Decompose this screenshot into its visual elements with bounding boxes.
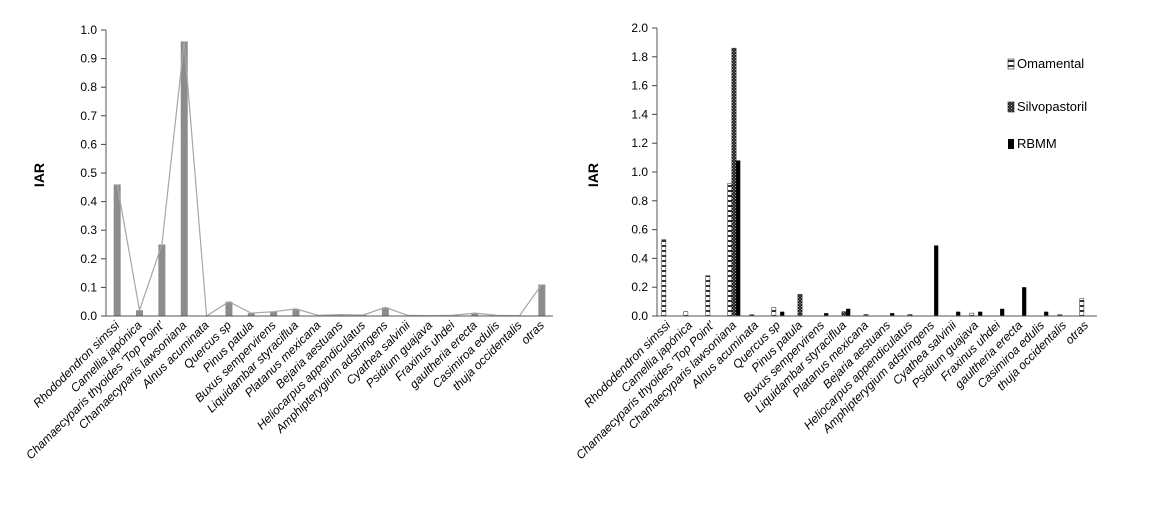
bar-buxus-sempervirens <box>270 311 278 316</box>
chart-right-y-tick-label: 0.6 <box>631 223 648 237</box>
chart-right: IAR 0.0 0.2 0.4 0.6 0.8 1.0 1.2 1.4 1.6 1.8 2.0 Rh… <box>573 21 1097 462</box>
chart-left-y-tick-label: 0.1 <box>80 280 97 294</box>
chart-left-y-axis-label: IAR <box>31 163 47 187</box>
chart-right-y-tick-label: 0.2 <box>631 280 648 294</box>
bar-quercus-sp <box>225 301 233 316</box>
bar-omamental-rhododendron-simssi <box>661 239 667 317</box>
chart-right-y-tick-label: 1.0 <box>631 165 648 179</box>
bar-chamaecyparis-lawsoniana <box>180 41 188 316</box>
chart-left-y-tick-label: 0.9 <box>80 52 97 66</box>
chart-right-y-axis-label: IAR <box>585 163 601 187</box>
chart-right-legend: Omamental Silvopastoril RBMM <box>1007 56 1087 151</box>
chart-right-axes <box>656 28 1097 317</box>
chart-left-y-tick-label: 0.2 <box>80 252 97 266</box>
chart-right-y-tick-label: 0.4 <box>631 251 648 265</box>
chart-right-y-tick-label: 1.6 <box>631 79 648 93</box>
legend-label-silvopastoril: Silvopastoril <box>1017 99 1087 114</box>
chart-right-bars <box>661 47 1085 317</box>
bar-rbmm-amphipterygium-adstringens <box>934 245 939 316</box>
category-label-otras: otras <box>518 318 547 347</box>
bar-rbmm-chamaecyparis-lawsoniana <box>736 160 741 316</box>
bar-camellia-jap-nica <box>136 310 144 316</box>
chart-left-y-tick-label: 0.6 <box>80 137 97 151</box>
chart-left-y-tick-label: 0.7 <box>80 109 97 123</box>
bar-rbmm-buxus-sempervirens <box>824 313 829 316</box>
chart-right-y-tick-label: 1.8 <box>631 50 648 64</box>
legend-swatch-omamental <box>1007 58 1015 70</box>
bar-omamental-quercus-sp <box>771 307 777 317</box>
bar-omamental-chamaecyparis-thyoides-top-point <box>705 275 711 317</box>
chart-left-y-tick-label: 0.0 <box>80 309 97 323</box>
chart-right-y-tick-label: 1.2 <box>631 136 648 150</box>
bar-omamental-chamaecyparis-lawsoniana <box>727 183 733 317</box>
chart-left-bars <box>113 41 546 317</box>
bar-rbmm-psidium-guajava <box>978 311 983 316</box>
chart-right-y-tick-label: 1.4 <box>631 107 648 121</box>
legend-label-rbmm: RBMM <box>1017 136 1057 151</box>
bar-silvopastoril-liquidambar-styraciflua <box>841 311 847 317</box>
bar-rbmm-cyathea-salvinii <box>956 311 961 316</box>
chart-left-y-tick-label: 0.5 <box>80 166 97 180</box>
chart-left-y-tick-label: 1.0 <box>80 23 97 37</box>
bar-omamental-otras <box>1079 298 1085 317</box>
chart-left: IAR 0.0 0.1 0.2 0.3 0.4 0.5 0.6 0.7 0.8 0.9 1.0 Rh… <box>23 23 553 462</box>
bar-rbmm-liquidambar-styraciflua <box>846 308 851 316</box>
chart-left-y-tick-label: 0.4 <box>80 195 97 209</box>
legend-label-omamental: Omamental <box>1017 56 1084 71</box>
chart-right-y-tick-label: 0.0 <box>631 309 648 323</box>
bar-rbmm-quercus-sp <box>780 311 785 316</box>
bar-omamental-camellia-jap-nica <box>683 311 689 317</box>
bar-bejaria-aestuans <box>337 314 345 316</box>
bar-gaultheria-erecta <box>471 313 479 316</box>
chart-right-y-tick-label: 2.0 <box>631 21 648 35</box>
chart-right-y-tick-label: 0.8 <box>631 194 648 208</box>
bar-rhododendron-simssi <box>113 184 121 316</box>
chart-left-trend-line <box>116 41 543 318</box>
bar-rbmm-bejaria-aestuans <box>890 313 895 316</box>
bar-rbmm-fraxinus-uhdei <box>1000 308 1005 316</box>
bar-rbmm-casimiroa-edulis <box>1044 311 1049 316</box>
chart-left-line <box>116 41 543 318</box>
chart-left-axes <box>105 30 553 317</box>
bar-silvopastoril-chamaecyparis-lawsoniana <box>731 47 737 317</box>
category-label-otras: otras <box>1062 318 1091 347</box>
chart-left-y-tick-label: 0.8 <box>80 80 97 94</box>
bar-silvopastoril-pinus-patula <box>797 294 803 317</box>
bar-amphipterygium-adstringens <box>381 307 389 316</box>
chart-left-y-ticks: 0.0 0.1 0.2 0.3 0.4 0.5 0.6 0.7 0.8 0.9 1.0 <box>80 23 106 323</box>
bar-pinus-patula <box>247 313 255 316</box>
chart-left-y-tick-label: 0.3 <box>80 223 97 237</box>
chart-right-y-ticks: 0.0 0.2 0.4 0.6 0.8 1.0 1.2 1.4 1.6 1.8 2.0 <box>631 21 657 323</box>
legend-swatch-rbmm <box>1008 139 1014 149</box>
bar-rbmm-gaultheria-erecta <box>1022 287 1027 316</box>
bar-chamaecyparis-thyoides-top-point <box>158 244 166 316</box>
bar-liquidambar-styraciflua <box>292 308 300 316</box>
bar-otras <box>538 284 546 316</box>
legend-swatch-silvopastoril <box>1007 101 1015 113</box>
